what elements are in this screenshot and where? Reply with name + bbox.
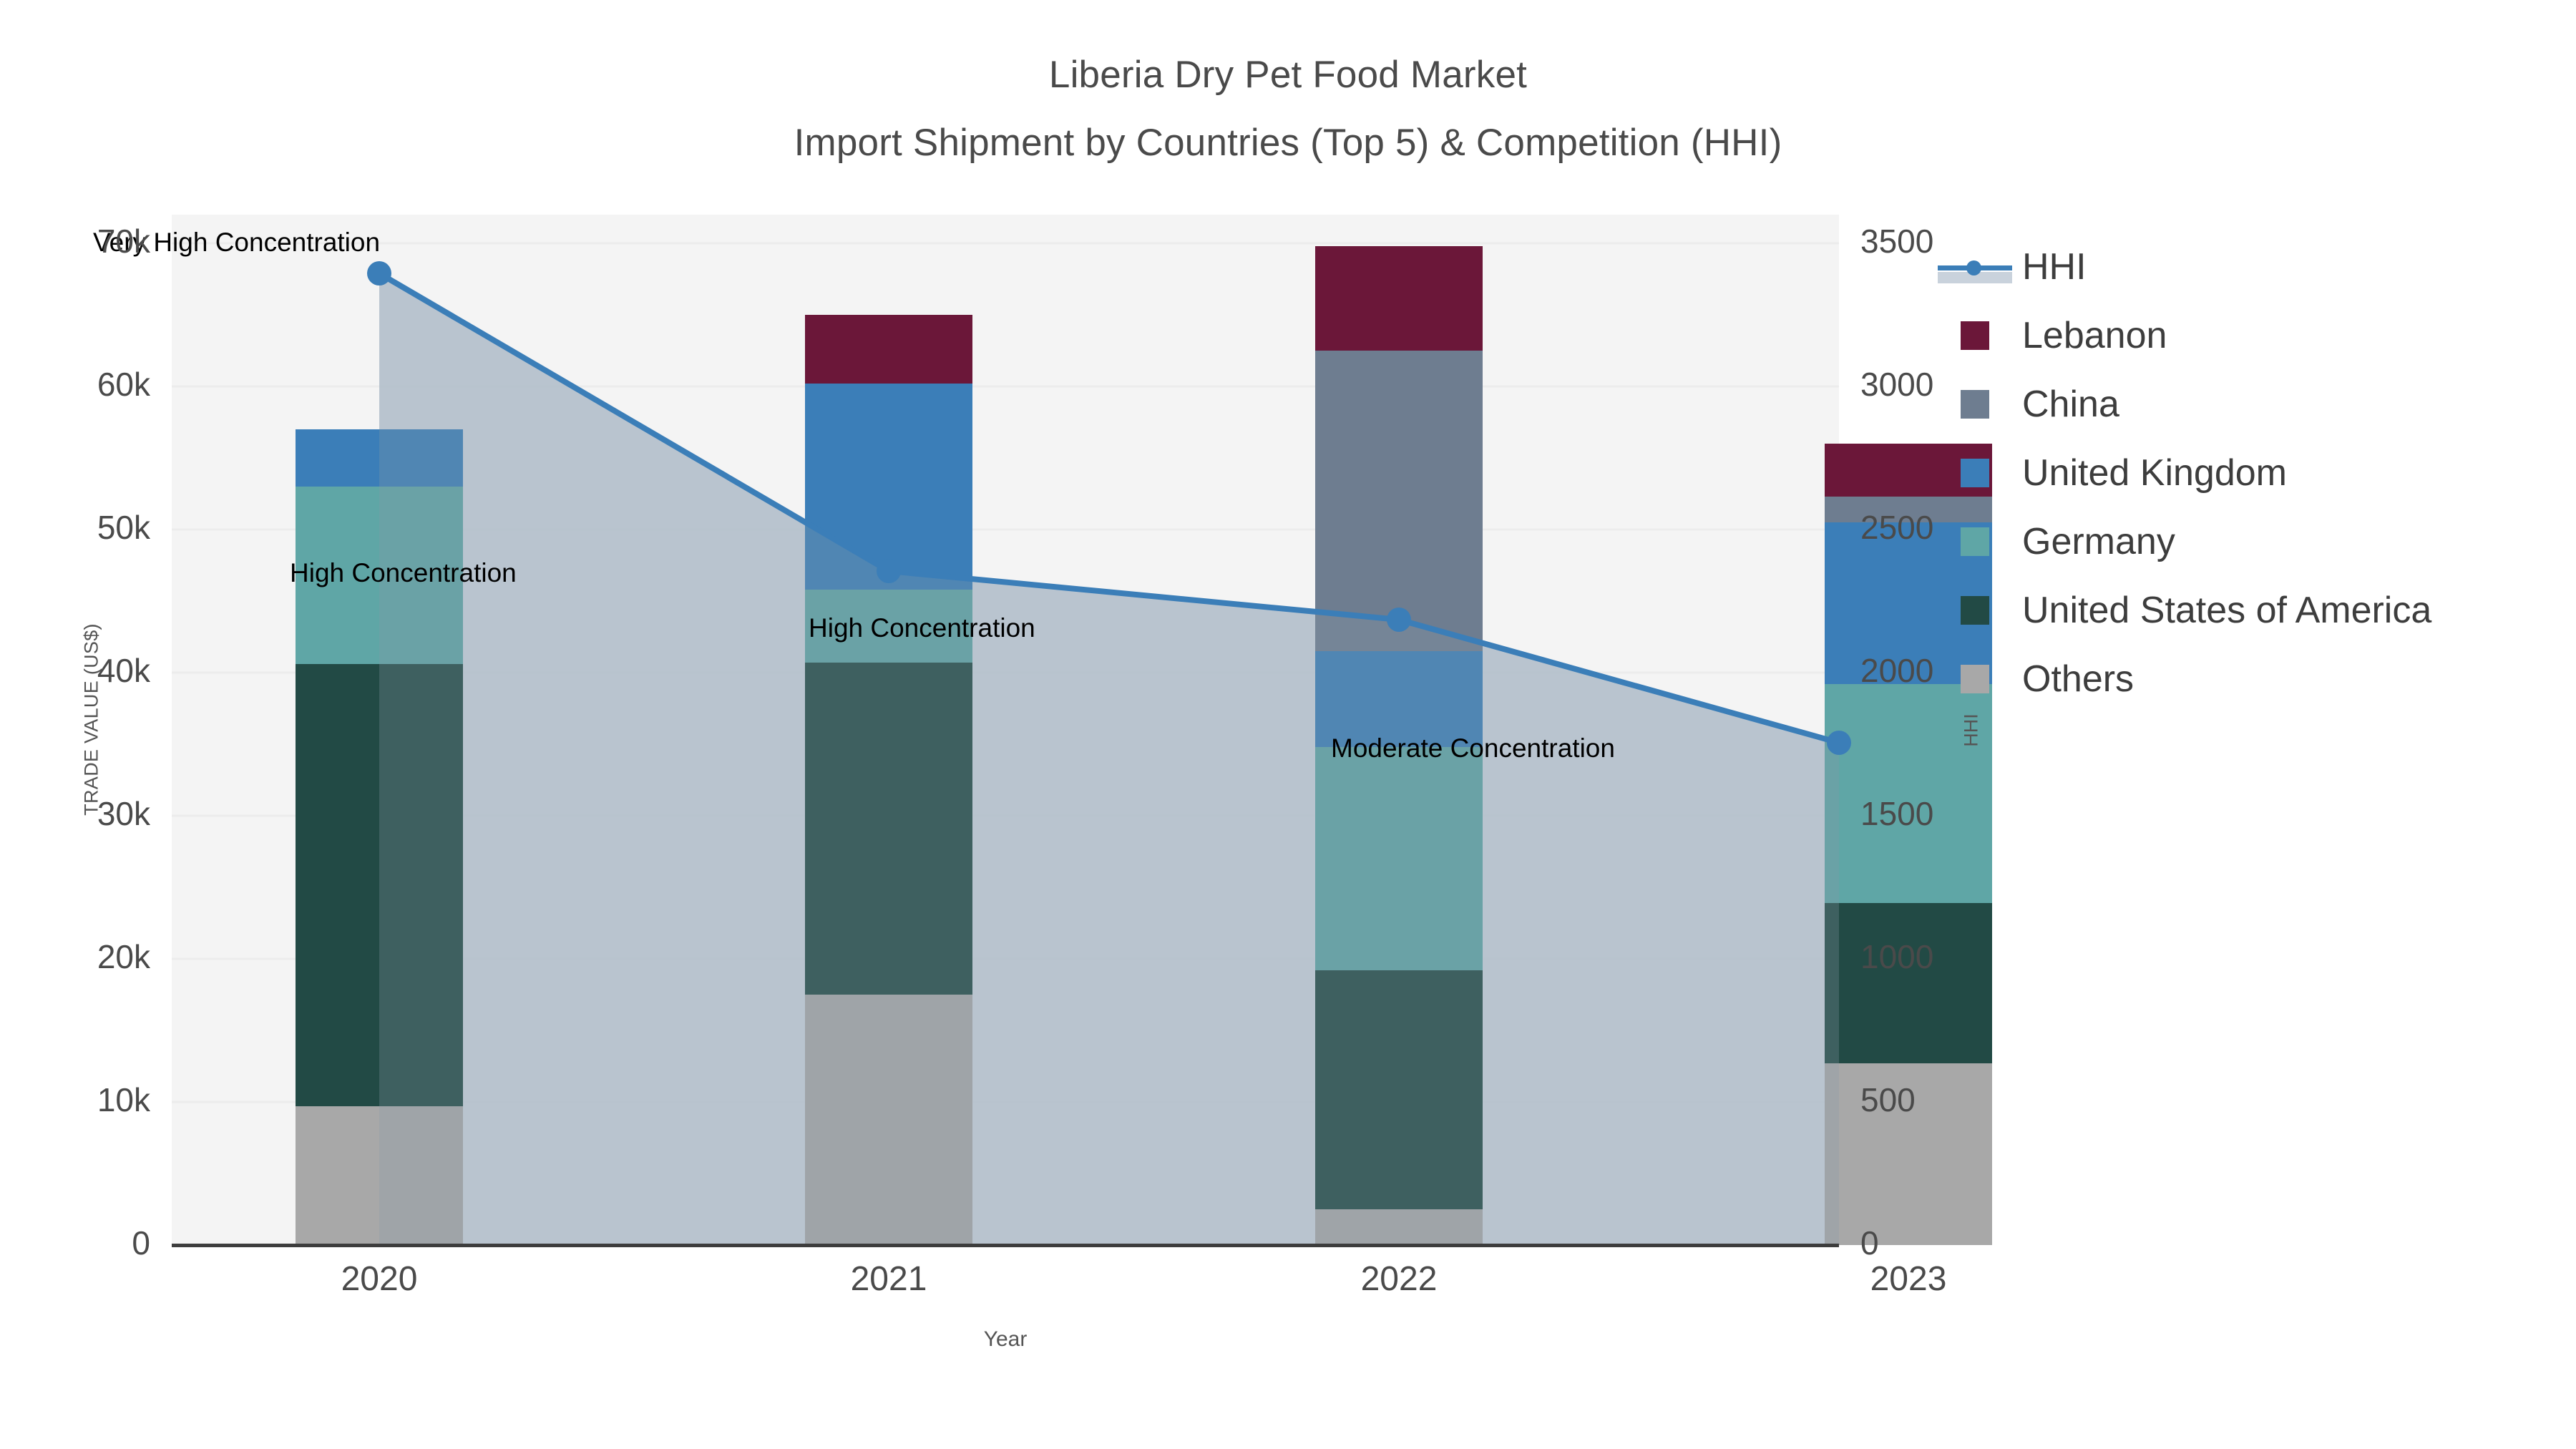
- legend-label-others: Others: [2022, 658, 2135, 700]
- chart-title: Liberia Dry Pet Food Market Import Shipm…: [0, 56, 2576, 162]
- x-axis-tick-2023: 2023: [1870, 1260, 1947, 1298]
- x-axis-tick-2022: 2022: [1360, 1260, 1438, 1298]
- bar-segment-lebanon[interactable]: [805, 315, 972, 384]
- legend-swatch-united-kingdom: [1932, 439, 2018, 507]
- plot-area: Very High Concentration High Concentrati…: [93, 215, 1992, 1245]
- bar-segment-united-states-of-america[interactable]: [1825, 903, 1992, 1063]
- bar-group-2023: [1825, 444, 1992, 1245]
- chart-title-line-1: Liberia Dry Pet Food Market: [1048, 54, 1528, 96]
- bar-segment-china[interactable]: [1315, 351, 1483, 651]
- bar-segment-united-states-of-america[interactable]: [1315, 970, 1483, 1209]
- legend: HHI Lebanon China United Kingdom Germany: [1932, 233, 2576, 713]
- legend-label-united-kingdom: United Kingdom: [2022, 452, 2287, 494]
- hhi-marker-2021: [877, 559, 901, 583]
- y-axis-right-tick-1000: 1000: [1860, 938, 1934, 975]
- bar-segment-germany[interactable]: [1315, 747, 1483, 970]
- legend-item-lebanon[interactable]: Lebanon: [1932, 301, 2576, 370]
- bar-segment-germany[interactable]: [1825, 684, 1992, 903]
- y-axis-left-tick-20k: 20k: [97, 938, 150, 975]
- y-axis-left-tick-0: 0: [132, 1224, 150, 1262]
- legend-label-china: China: [2022, 384, 2119, 425]
- x-axis-tick-2020: 2020: [341, 1260, 418, 1298]
- bar-segment-others[interactable]: [296, 1106, 463, 1245]
- legend-label-germany: Germany: [2022, 521, 2175, 562]
- y-axis-left-tick-60k: 60k: [97, 366, 150, 403]
- hhi-marker-2022: [1387, 608, 1411, 632]
- bar-segment-united-kingdom[interactable]: [805, 384, 972, 590]
- annotation-high-concentration-2022: High Concentration: [809, 613, 1035, 643]
- hhi-marker-2023: [1827, 731, 1851, 755]
- legend-item-china[interactable]: China: [1932, 370, 2576, 439]
- bar-segment-others[interactable]: [1825, 1063, 1992, 1245]
- hhi-markers[interactable]: [367, 261, 1851, 755]
- y-axis-left-tick-30k: 30k: [97, 795, 150, 832]
- bar-group-2020: [296, 429, 463, 1245]
- legend-swatch-germany: [1932, 507, 2018, 576]
- bar-segment-china[interactable]: [1825, 497, 1992, 522]
- y-axis-right-tick-500: 500: [1860, 1081, 1916, 1118]
- y-axis-right-tick-3500: 3500: [1860, 223, 1934, 260]
- line-marker-icon: [1932, 253, 2018, 283]
- x-axis-tick-2021: 2021: [850, 1260, 927, 1298]
- legend-swatch-lebanon: [1932, 301, 2018, 370]
- y-axis-right-tick-0: 0: [1860, 1224, 1879, 1262]
- bar-group-2021: [805, 315, 972, 1245]
- y-axis-left-title: TRADE VALUE (US$): [80, 623, 102, 816]
- bar-segment-united-states-of-america[interactable]: [805, 663, 972, 995]
- legend-item-germany[interactable]: Germany: [1932, 507, 2576, 576]
- x-axis-line: [172, 1244, 1839, 1247]
- y-axis-right-tick-3000: 3000: [1860, 366, 1934, 403]
- bar-segment-germany[interactable]: [805, 590, 972, 663]
- hhi-line[interactable]: [377, 270, 1840, 746]
- hhi-marker-2020: [367, 261, 391, 286]
- y-axis-left-tick-40k: 40k: [97, 652, 150, 689]
- y-axis-right-tick-2500: 2500: [1860, 509, 1934, 546]
- annotation-very-high-concentration: Very High Concentration: [93, 228, 381, 257]
- y-axis-left-tick-70k: 70k: [97, 223, 150, 260]
- chart-title-line-2: Import Shipment by Countries (Top 5) & C…: [794, 122, 1782, 164]
- bar-segment-others[interactable]: [1315, 1209, 1483, 1245]
- legend-label-hhi: HHI: [2022, 246, 2087, 288]
- bar-segment-united-kingdom[interactable]: [1315, 651, 1483, 747]
- bar-segment-others[interactable]: [805, 995, 972, 1245]
- legend-swatch-united-states-of-america: [1932, 576, 2018, 645]
- bar-group-2022: [1315, 246, 1483, 1245]
- legend-item-united-states-of-america[interactable]: United States of America: [1932, 576, 2576, 645]
- bar-segment-united-states-of-america[interactable]: [296, 664, 463, 1106]
- y-axis-left-tick-50k: 50k: [97, 509, 150, 546]
- legend-swatch-others: [1932, 645, 2018, 713]
- hhi-area-fill-overlay: [379, 273, 1839, 1245]
- bar-segment-germany[interactable]: [296, 487, 463, 664]
- legend-item-united-kingdom[interactable]: United Kingdom: [1932, 439, 2576, 507]
- y-axis-right-tick-1500: 1500: [1860, 795, 1934, 832]
- legend-swatch-china: [1932, 370, 2018, 439]
- legend-swatch-hhi: [1932, 233, 2018, 301]
- annotation-high-concentration-2021: High Concentration: [290, 558, 517, 587]
- legend-item-others[interactable]: Others: [1932, 645, 2576, 713]
- annotation-moderate-concentration: Moderate Concentration: [1331, 733, 1615, 763]
- bar-segment-united-kingdom[interactable]: [296, 429, 463, 487]
- x-axis-title: Year: [983, 1327, 1028, 1351]
- bar-segment-lebanon[interactable]: [1315, 246, 1483, 351]
- legend-label-united-states-of-america: United States of America: [2022, 590, 2432, 631]
- legend-label-lebanon: Lebanon: [2022, 315, 2167, 356]
- y-axis-right-tick-2000: 2000: [1860, 652, 1934, 689]
- y-axis-left-tick-10k: 10k: [97, 1081, 150, 1118]
- plot-foreground-layer: [367, 261, 1851, 1245]
- legend-item-hhi[interactable]: HHI: [1932, 233, 2576, 301]
